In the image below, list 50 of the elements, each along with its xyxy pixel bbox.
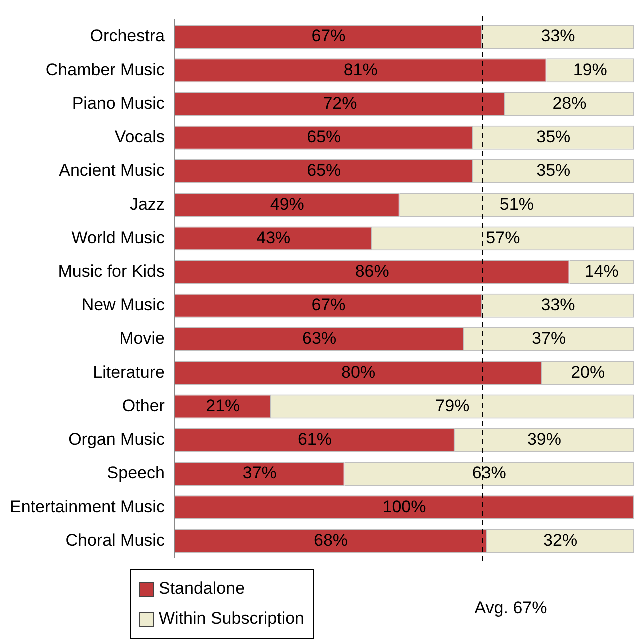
data-label: 35% xyxy=(536,128,571,147)
data-label: 51% xyxy=(500,194,534,214)
y-tick-label: Movie xyxy=(120,329,165,348)
data-label: 33% xyxy=(541,296,576,315)
data-label: 86% xyxy=(355,262,390,281)
y-tick-label: Organ Music xyxy=(68,430,166,450)
data-label: 32% xyxy=(544,530,578,550)
data-label: 67% xyxy=(312,26,346,46)
data-label: 57% xyxy=(486,228,520,248)
y-tick-label: Piano Music xyxy=(72,94,166,113)
y-tick-label: Chamber Music xyxy=(46,60,166,80)
series-label: Standalone xyxy=(159,579,246,599)
data-label: 49% xyxy=(270,194,304,214)
data-label: 68% xyxy=(314,530,348,550)
data-label: 67% xyxy=(312,296,346,315)
y-tick-label: Orchestra xyxy=(90,26,166,46)
y-tick-label: Jazz xyxy=(130,194,165,214)
data-label: 21% xyxy=(206,396,240,416)
data-label: 14% xyxy=(584,262,619,281)
ref-line-label: Avg. 67% xyxy=(474,598,548,618)
data-label: 37% xyxy=(532,329,566,348)
data-label: 72% xyxy=(323,94,358,113)
y-tick-label: Other xyxy=(122,396,166,416)
data-label: 61% xyxy=(298,430,332,450)
y-tick-label: Literature xyxy=(93,362,165,382)
y-tick-label: Ancient Music xyxy=(59,161,166,180)
data-label: 100% xyxy=(382,497,426,516)
y-tick-label: World Music xyxy=(72,228,166,248)
data-label: 35% xyxy=(536,161,571,180)
data-label: 81% xyxy=(344,60,378,80)
y-tick-label: Music for Kids xyxy=(58,262,165,281)
legend-label: Within Subscription xyxy=(159,609,305,629)
data-label: 80% xyxy=(342,362,376,382)
data-label: 37% xyxy=(242,464,277,483)
data-label: 65% xyxy=(307,128,342,147)
data-label: 63% xyxy=(302,329,337,348)
y-tick-label: Speech xyxy=(107,464,165,483)
data-label: 33% xyxy=(541,26,576,46)
data-label: 19% xyxy=(573,60,608,80)
data-label: 43% xyxy=(256,228,291,248)
y-tick-label: Entertainment Music xyxy=(10,497,166,516)
y-tick-label: Vocals xyxy=(114,128,165,147)
data-label: 28% xyxy=(552,94,587,113)
data-label: 65% xyxy=(307,161,342,180)
data-label: 79% xyxy=(436,396,470,416)
data-label: 20% xyxy=(571,362,606,382)
y-tick-label: Choral Music xyxy=(66,530,166,550)
data-label: 63% xyxy=(472,464,506,483)
y-tick-label: New Music xyxy=(82,296,166,315)
data-label: 39% xyxy=(527,430,562,450)
